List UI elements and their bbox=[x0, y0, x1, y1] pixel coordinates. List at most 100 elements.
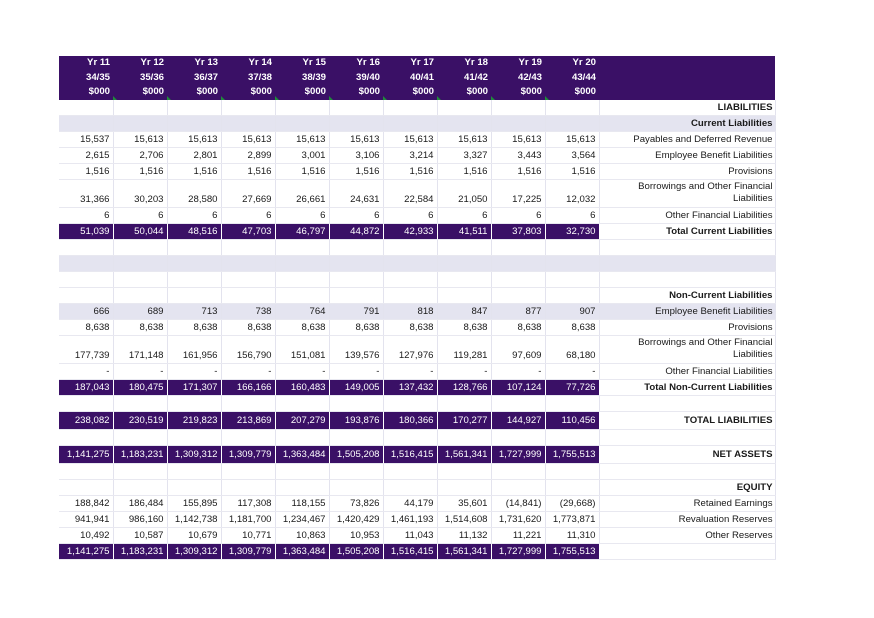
value-cell[interactable] bbox=[383, 255, 438, 272]
value-cell[interactable]: 186,484 bbox=[113, 495, 168, 512]
header-cell[interactable]: $000 bbox=[221, 85, 275, 100]
header-cell[interactable]: 35/36 bbox=[113, 70, 167, 85]
value-cell[interactable]: - bbox=[167, 363, 222, 380]
value-cell[interactable]: 1,420,429 bbox=[329, 511, 384, 528]
value-cell[interactable] bbox=[383, 429, 438, 446]
value-cell[interactable]: 2,706 bbox=[113, 147, 168, 164]
value-cell[interactable] bbox=[545, 287, 600, 304]
value-cell[interactable] bbox=[545, 239, 600, 256]
value-cell[interactable]: 15,537 bbox=[59, 131, 114, 148]
value-cell[interactable]: 3,564 bbox=[545, 147, 600, 164]
value-cell[interactable]: 1,727,999 bbox=[491, 445, 546, 464]
row-label[interactable]: Payables and Deferred Revenue bbox=[599, 131, 776, 148]
value-cell[interactable] bbox=[491, 255, 546, 272]
value-cell[interactable] bbox=[491, 463, 546, 480]
value-cell[interactable] bbox=[329, 479, 384, 496]
value-cell[interactable]: 22,584 bbox=[383, 179, 438, 208]
value-cell[interactable] bbox=[221, 479, 276, 496]
value-cell[interactable] bbox=[221, 115, 276, 132]
value-cell[interactable]: 37,803 bbox=[491, 223, 546, 240]
value-cell[interactable]: 107,124 bbox=[491, 379, 546, 396]
value-cell[interactable] bbox=[545, 479, 600, 496]
header-cell[interactable]: $000 bbox=[491, 85, 545, 100]
header-cell[interactable]: Yr 18 bbox=[437, 56, 491, 71]
value-cell[interactable] bbox=[275, 99, 330, 116]
value-cell[interactable]: 6 bbox=[383, 207, 438, 224]
value-cell[interactable] bbox=[437, 99, 492, 116]
value-cell[interactable] bbox=[437, 479, 492, 496]
value-cell[interactable]: 2,615 bbox=[59, 147, 114, 164]
value-cell[interactable] bbox=[59, 239, 114, 256]
value-cell[interactable] bbox=[167, 429, 222, 446]
header-cell[interactable]: Yr 17 bbox=[383, 56, 437, 71]
value-cell[interactable] bbox=[59, 287, 114, 304]
header-cell[interactable]: $000 bbox=[329, 85, 383, 100]
value-cell[interactable]: 1,309,779 bbox=[221, 543, 276, 560]
value-cell[interactable]: 15,613 bbox=[329, 131, 384, 148]
value-cell[interactable] bbox=[275, 395, 330, 412]
value-cell[interactable] bbox=[167, 271, 222, 288]
value-cell[interactable] bbox=[275, 271, 330, 288]
value-cell[interactable] bbox=[491, 99, 546, 116]
value-cell[interactable] bbox=[491, 479, 546, 496]
header-cell[interactable]: 39/40 bbox=[329, 70, 383, 85]
row-label[interactable]: Other Financial Liabilities bbox=[599, 207, 776, 224]
value-cell[interactable]: 44,872 bbox=[329, 223, 384, 240]
header-cell[interactable]: 42/43 bbox=[491, 70, 545, 85]
value-cell[interactable] bbox=[275, 239, 330, 256]
value-cell[interactable] bbox=[113, 287, 168, 304]
value-cell[interactable] bbox=[437, 429, 492, 446]
value-cell[interactable] bbox=[329, 255, 384, 272]
value-cell[interactable]: 2,899 bbox=[221, 147, 276, 164]
value-cell[interactable]: 15,613 bbox=[221, 131, 276, 148]
row-label[interactable]: Borrowings and Other Financial Liabiliti… bbox=[599, 335, 776, 364]
value-cell[interactable] bbox=[59, 115, 114, 132]
value-cell[interactable]: (14,841) bbox=[491, 495, 546, 512]
value-cell[interactable]: 6 bbox=[329, 207, 384, 224]
value-cell[interactable]: 149,005 bbox=[329, 379, 384, 396]
value-cell[interactable]: 180,366 bbox=[383, 411, 438, 430]
header-cell[interactable]: 41/42 bbox=[437, 70, 491, 85]
value-cell[interactable] bbox=[221, 99, 276, 116]
value-cell[interactable]: 144,927 bbox=[491, 411, 546, 430]
value-cell[interactable]: 818 bbox=[383, 303, 438, 320]
value-cell[interactable]: 8,638 bbox=[59, 319, 114, 336]
value-cell[interactable]: 847 bbox=[437, 303, 492, 320]
value-cell[interactable]: 1,755,513 bbox=[545, 445, 600, 464]
value-cell[interactable] bbox=[221, 429, 276, 446]
value-cell[interactable]: 15,613 bbox=[383, 131, 438, 148]
value-cell[interactable]: 137,432 bbox=[383, 379, 438, 396]
row-label[interactable]: Borrowings and Other Financial Liabiliti… bbox=[599, 179, 776, 208]
value-cell[interactable] bbox=[491, 239, 546, 256]
value-cell[interactable]: 26,661 bbox=[275, 179, 330, 208]
value-cell[interactable]: 47,703 bbox=[221, 223, 276, 240]
row-label[interactable] bbox=[599, 543, 776, 560]
value-cell[interactable]: 1,516 bbox=[221, 163, 276, 180]
header-cell[interactable]: Yr 14 bbox=[221, 56, 275, 71]
value-cell[interactable]: 1,516,415 bbox=[383, 445, 438, 464]
value-cell[interactable]: 6 bbox=[491, 207, 546, 224]
value-cell[interactable] bbox=[545, 429, 600, 446]
row-label[interactable]: Provisions bbox=[599, 163, 776, 180]
value-cell[interactable] bbox=[167, 395, 222, 412]
value-cell[interactable] bbox=[113, 239, 168, 256]
value-cell[interactable]: 6 bbox=[275, 207, 330, 224]
value-cell[interactable] bbox=[275, 115, 330, 132]
row-label[interactable] bbox=[599, 255, 776, 272]
value-cell[interactable]: 8,638 bbox=[221, 319, 276, 336]
value-cell[interactable] bbox=[167, 463, 222, 480]
header-cell[interactable]: $000 bbox=[59, 85, 113, 100]
header-cell[interactable]: $000 bbox=[545, 85, 599, 100]
header-cell[interactable]: 37/38 bbox=[221, 70, 275, 85]
value-cell[interactable]: 1,505,208 bbox=[329, 445, 384, 464]
value-cell[interactable]: 155,895 bbox=[167, 495, 222, 512]
value-cell[interactable] bbox=[545, 395, 600, 412]
value-cell[interactable]: - bbox=[221, 363, 276, 380]
value-cell[interactable]: 10,587 bbox=[113, 527, 168, 544]
value-cell[interactable]: 1,141,275 bbox=[59, 543, 114, 560]
value-cell[interactable] bbox=[383, 287, 438, 304]
value-cell[interactable]: - bbox=[491, 363, 546, 380]
value-cell[interactable]: 1,514,608 bbox=[437, 511, 492, 528]
value-cell[interactable] bbox=[113, 271, 168, 288]
header-cell[interactable]: 40/41 bbox=[383, 70, 437, 85]
